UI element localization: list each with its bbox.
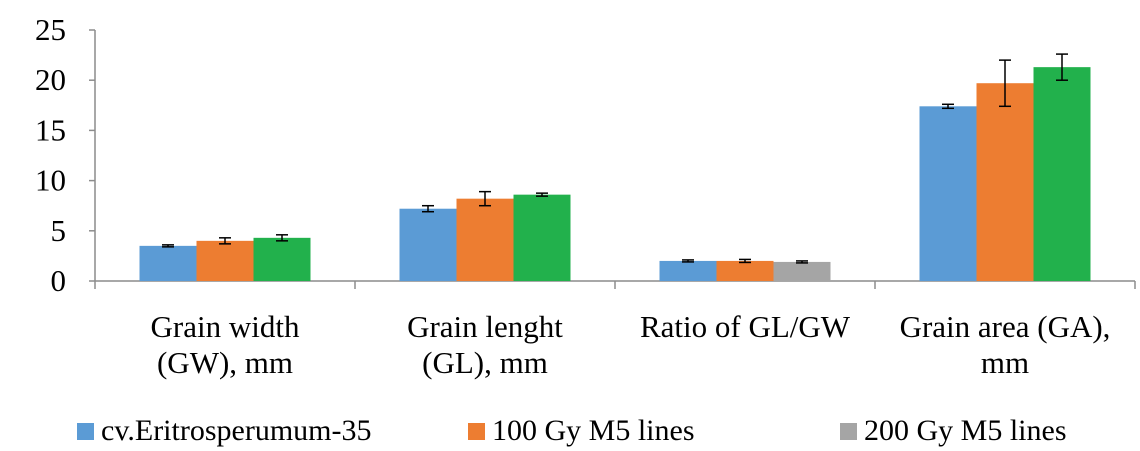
y-tick-label: 5 (51, 213, 67, 248)
x-category-label: Ratio of GL/GW (640, 309, 851, 344)
bar (139, 245, 197, 281)
error-bars (162, 53, 1068, 264)
legend-item: cv.Eritrosperumum-35 (77, 414, 371, 447)
legend-label: cv.Eritrosperumum-35 (101, 414, 371, 447)
y-tick-label: 15 (35, 112, 66, 147)
bars (139, 67, 1091, 281)
bar (1033, 67, 1091, 281)
x-category-label: Grain area (GA), mm (900, 309, 1111, 380)
legend-item: 100 Gy M5 lines (468, 414, 695, 447)
bar (196, 240, 254, 281)
x-category-label: Grain lenght (GL), mm (407, 309, 563, 380)
y-tick-label: 0 (51, 263, 67, 298)
bar (253, 237, 311, 281)
legend-label: 200 Gy M5 lines (864, 414, 1067, 447)
legend: cv.Eritrosperumum-35 100 Gy M5 lines 200 G… (77, 414, 1067, 447)
y-tick-label: 25 (35, 12, 66, 47)
legend-swatch (77, 423, 94, 440)
bar (976, 83, 1034, 281)
bar (659, 260, 717, 281)
bar (919, 106, 977, 281)
y-tick-label: 10 (35, 163, 66, 198)
x-axis (94, 280, 1136, 289)
bar (399, 208, 457, 281)
y-axis: 0 5 10 15 20 25 (35, 12, 96, 298)
category-labels: Grain width (GW), mm Grain lenght (GL), mm R… (151, 309, 1111, 380)
bar (716, 260, 774, 281)
legend-swatch (468, 423, 485, 440)
legend-item: 200 Gy M5 lines (840, 414, 1067, 447)
bar (773, 261, 831, 281)
bar (456, 198, 514, 281)
x-category-label: Grain width (GW), mm (151, 309, 300, 380)
y-tick-label: 20 (35, 62, 66, 97)
legend-label: 100 Gy M5 lines (492, 414, 695, 447)
legend-swatch (840, 423, 857, 440)
bar (513, 194, 571, 281)
